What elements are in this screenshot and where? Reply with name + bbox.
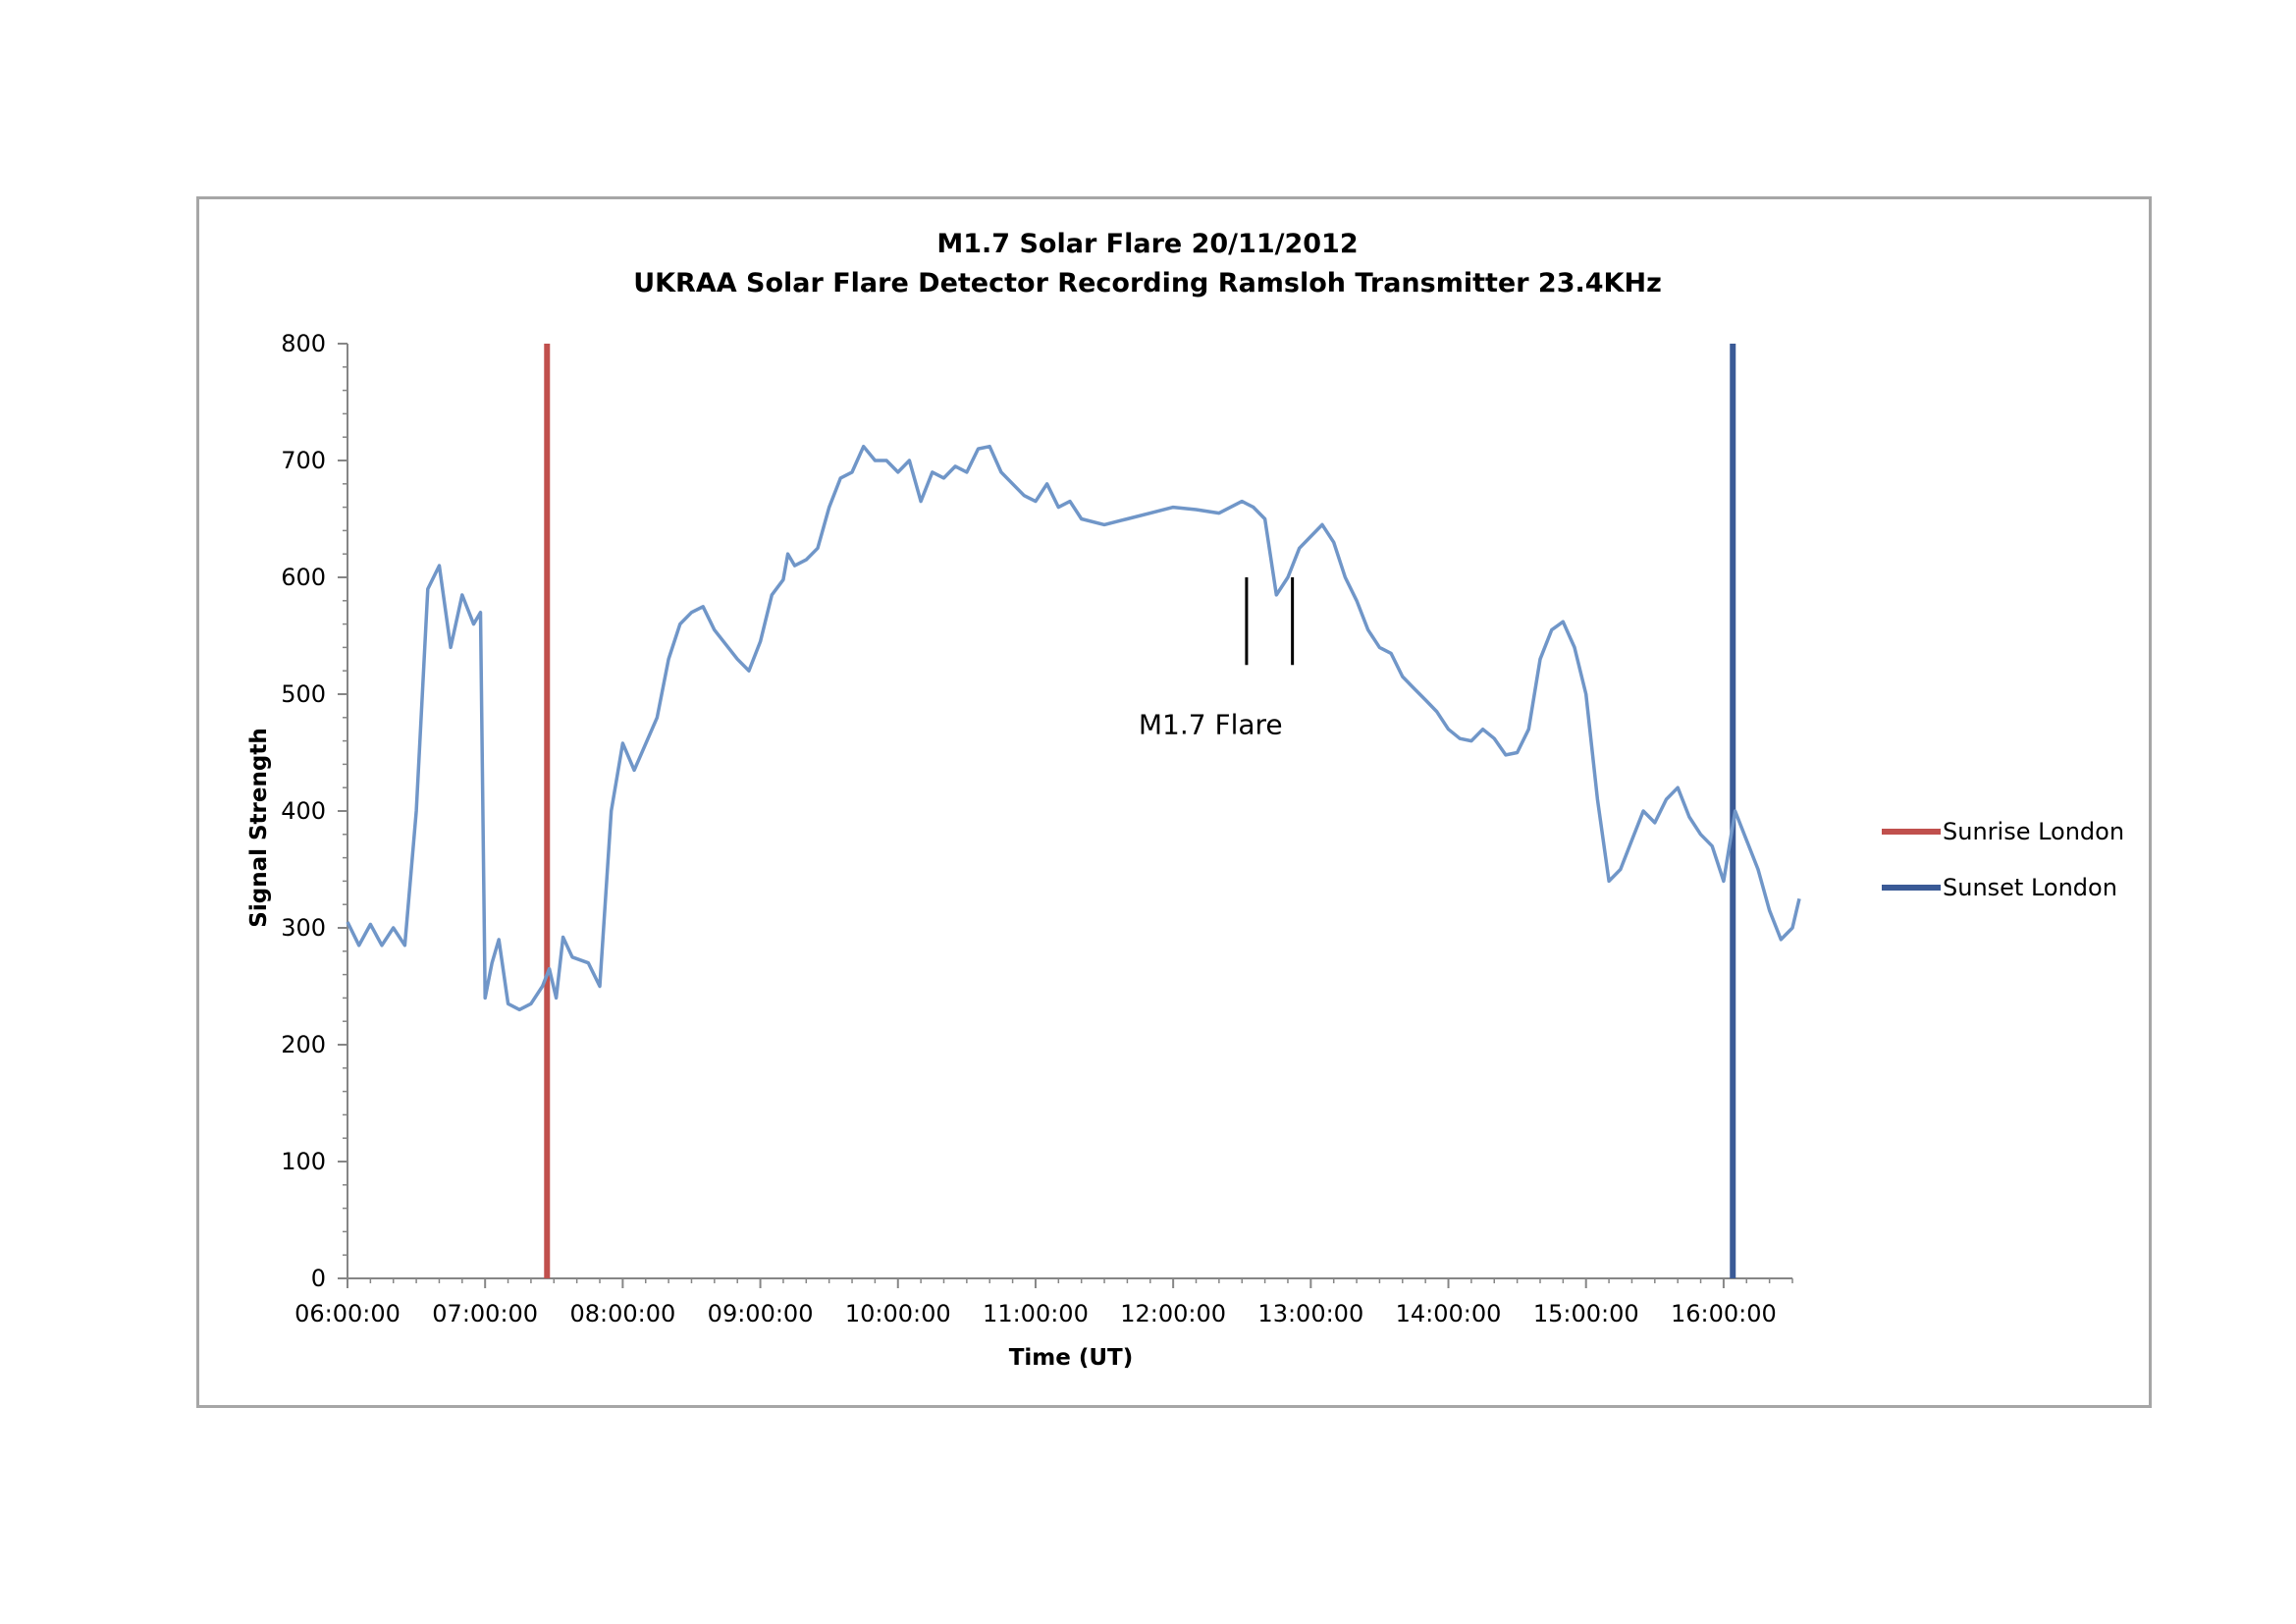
y-tick-label: 800 [281,330,326,357]
x-tick-label: 13:00:00 [1257,1300,1363,1327]
annotations: M1.7 Flare [1139,577,1295,740]
chart-subtitle: UKRAA Solar Flare Detector Recording Ram… [633,268,1662,298]
x-tick-label: 15:00:00 [1533,1300,1639,1327]
legend-entry-label: Sunset London [1943,874,2117,901]
signal-strength-line [346,444,1801,1012]
reference-lines [544,344,1736,1278]
x-tick-label: 10:00:00 [845,1300,951,1327]
chart-frame [196,196,2152,1408]
y-tick-label: 200 [281,1031,326,1058]
x-tick-label: 09:00:00 [708,1300,814,1327]
x-tick-label: 12:00:00 [1120,1300,1226,1327]
x-tick-label: 16:00:00 [1671,1300,1777,1327]
chart-title: M1.7 Solar Flare 20/11/2012 [936,229,1358,259]
y-tick-label: 600 [281,564,326,591]
flare-annotation-label: M1.7 Flare [1139,708,1283,740]
y-tick-label: 500 [281,680,326,708]
x-axis-title: Time (UT) [1009,1345,1134,1371]
y-tick-label: 300 [281,914,326,942]
legend-entry-label: Sunrise London [1943,818,2124,845]
x-tick-label: 06:00:00 [294,1300,400,1327]
legend: Sunrise London Sunset London [1882,818,2124,901]
y-tick-label: 400 [281,797,326,825]
y-axis-title: Signal Strength [246,728,272,927]
y-tick-label: 0 [311,1265,326,1292]
x-tick-label: 14:00:00 [1396,1300,1502,1327]
y-tick-label: 700 [281,447,326,474]
y-tick-label: 100 [281,1148,326,1175]
x-tick-label: 11:00:00 [983,1300,1089,1327]
x-tick-label: 08:00:00 [569,1300,675,1327]
series-group [346,444,1801,1012]
axes: 0 100 200 300 400 500 600 700 800 06:00:00 07:00:0… [281,330,1793,1327]
x-tick-label: 07:00:00 [432,1300,538,1327]
